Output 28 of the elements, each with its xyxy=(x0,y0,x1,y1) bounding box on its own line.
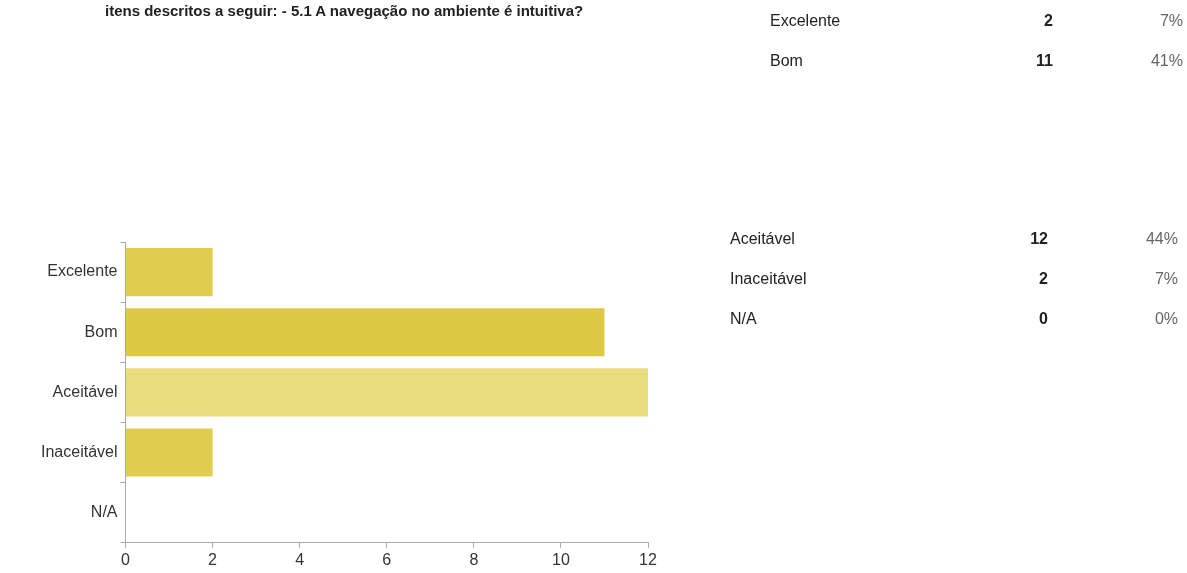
y-tick-label: Bom xyxy=(84,322,118,340)
x-tick-label: 8 xyxy=(469,550,479,568)
text: 44% xyxy=(1145,230,1178,248)
x-tick-label: 12 xyxy=(639,550,657,568)
x-tick-label: 0 xyxy=(121,550,131,568)
chart-title: itens descritos a seguir: - 5.1 A navegação no ambiente é intuitiva? xyxy=(105,2,584,19)
text: 7% xyxy=(1154,270,1178,288)
category-label: Excelente xyxy=(770,12,841,29)
x-tick-label: 2 xyxy=(208,550,218,568)
y-tick-label: Inaceitável xyxy=(40,442,118,460)
category-label: Inaceitável xyxy=(730,270,807,287)
text: 7% xyxy=(1159,12,1183,30)
text: 2 xyxy=(1044,12,1053,30)
x-tick-label: 4 xyxy=(295,550,305,568)
text: 0% xyxy=(1154,310,1178,328)
text: 2 xyxy=(1039,270,1048,288)
text: 41% xyxy=(1150,52,1183,70)
text: 11 xyxy=(1036,52,1053,70)
y-tick-label: N/A xyxy=(90,503,118,521)
x-tick-label: 10 xyxy=(552,550,570,568)
category-label: Bom xyxy=(770,52,803,69)
y-tick-label: Excelente xyxy=(47,262,118,280)
text: 12 xyxy=(1030,230,1048,248)
text: 0 xyxy=(1039,310,1048,328)
category-label: Aceitável xyxy=(730,230,795,247)
y-tick-label: Aceitável xyxy=(52,382,118,400)
category-label: N/A xyxy=(730,310,757,327)
x-tick-label: 6 xyxy=(382,550,392,568)
